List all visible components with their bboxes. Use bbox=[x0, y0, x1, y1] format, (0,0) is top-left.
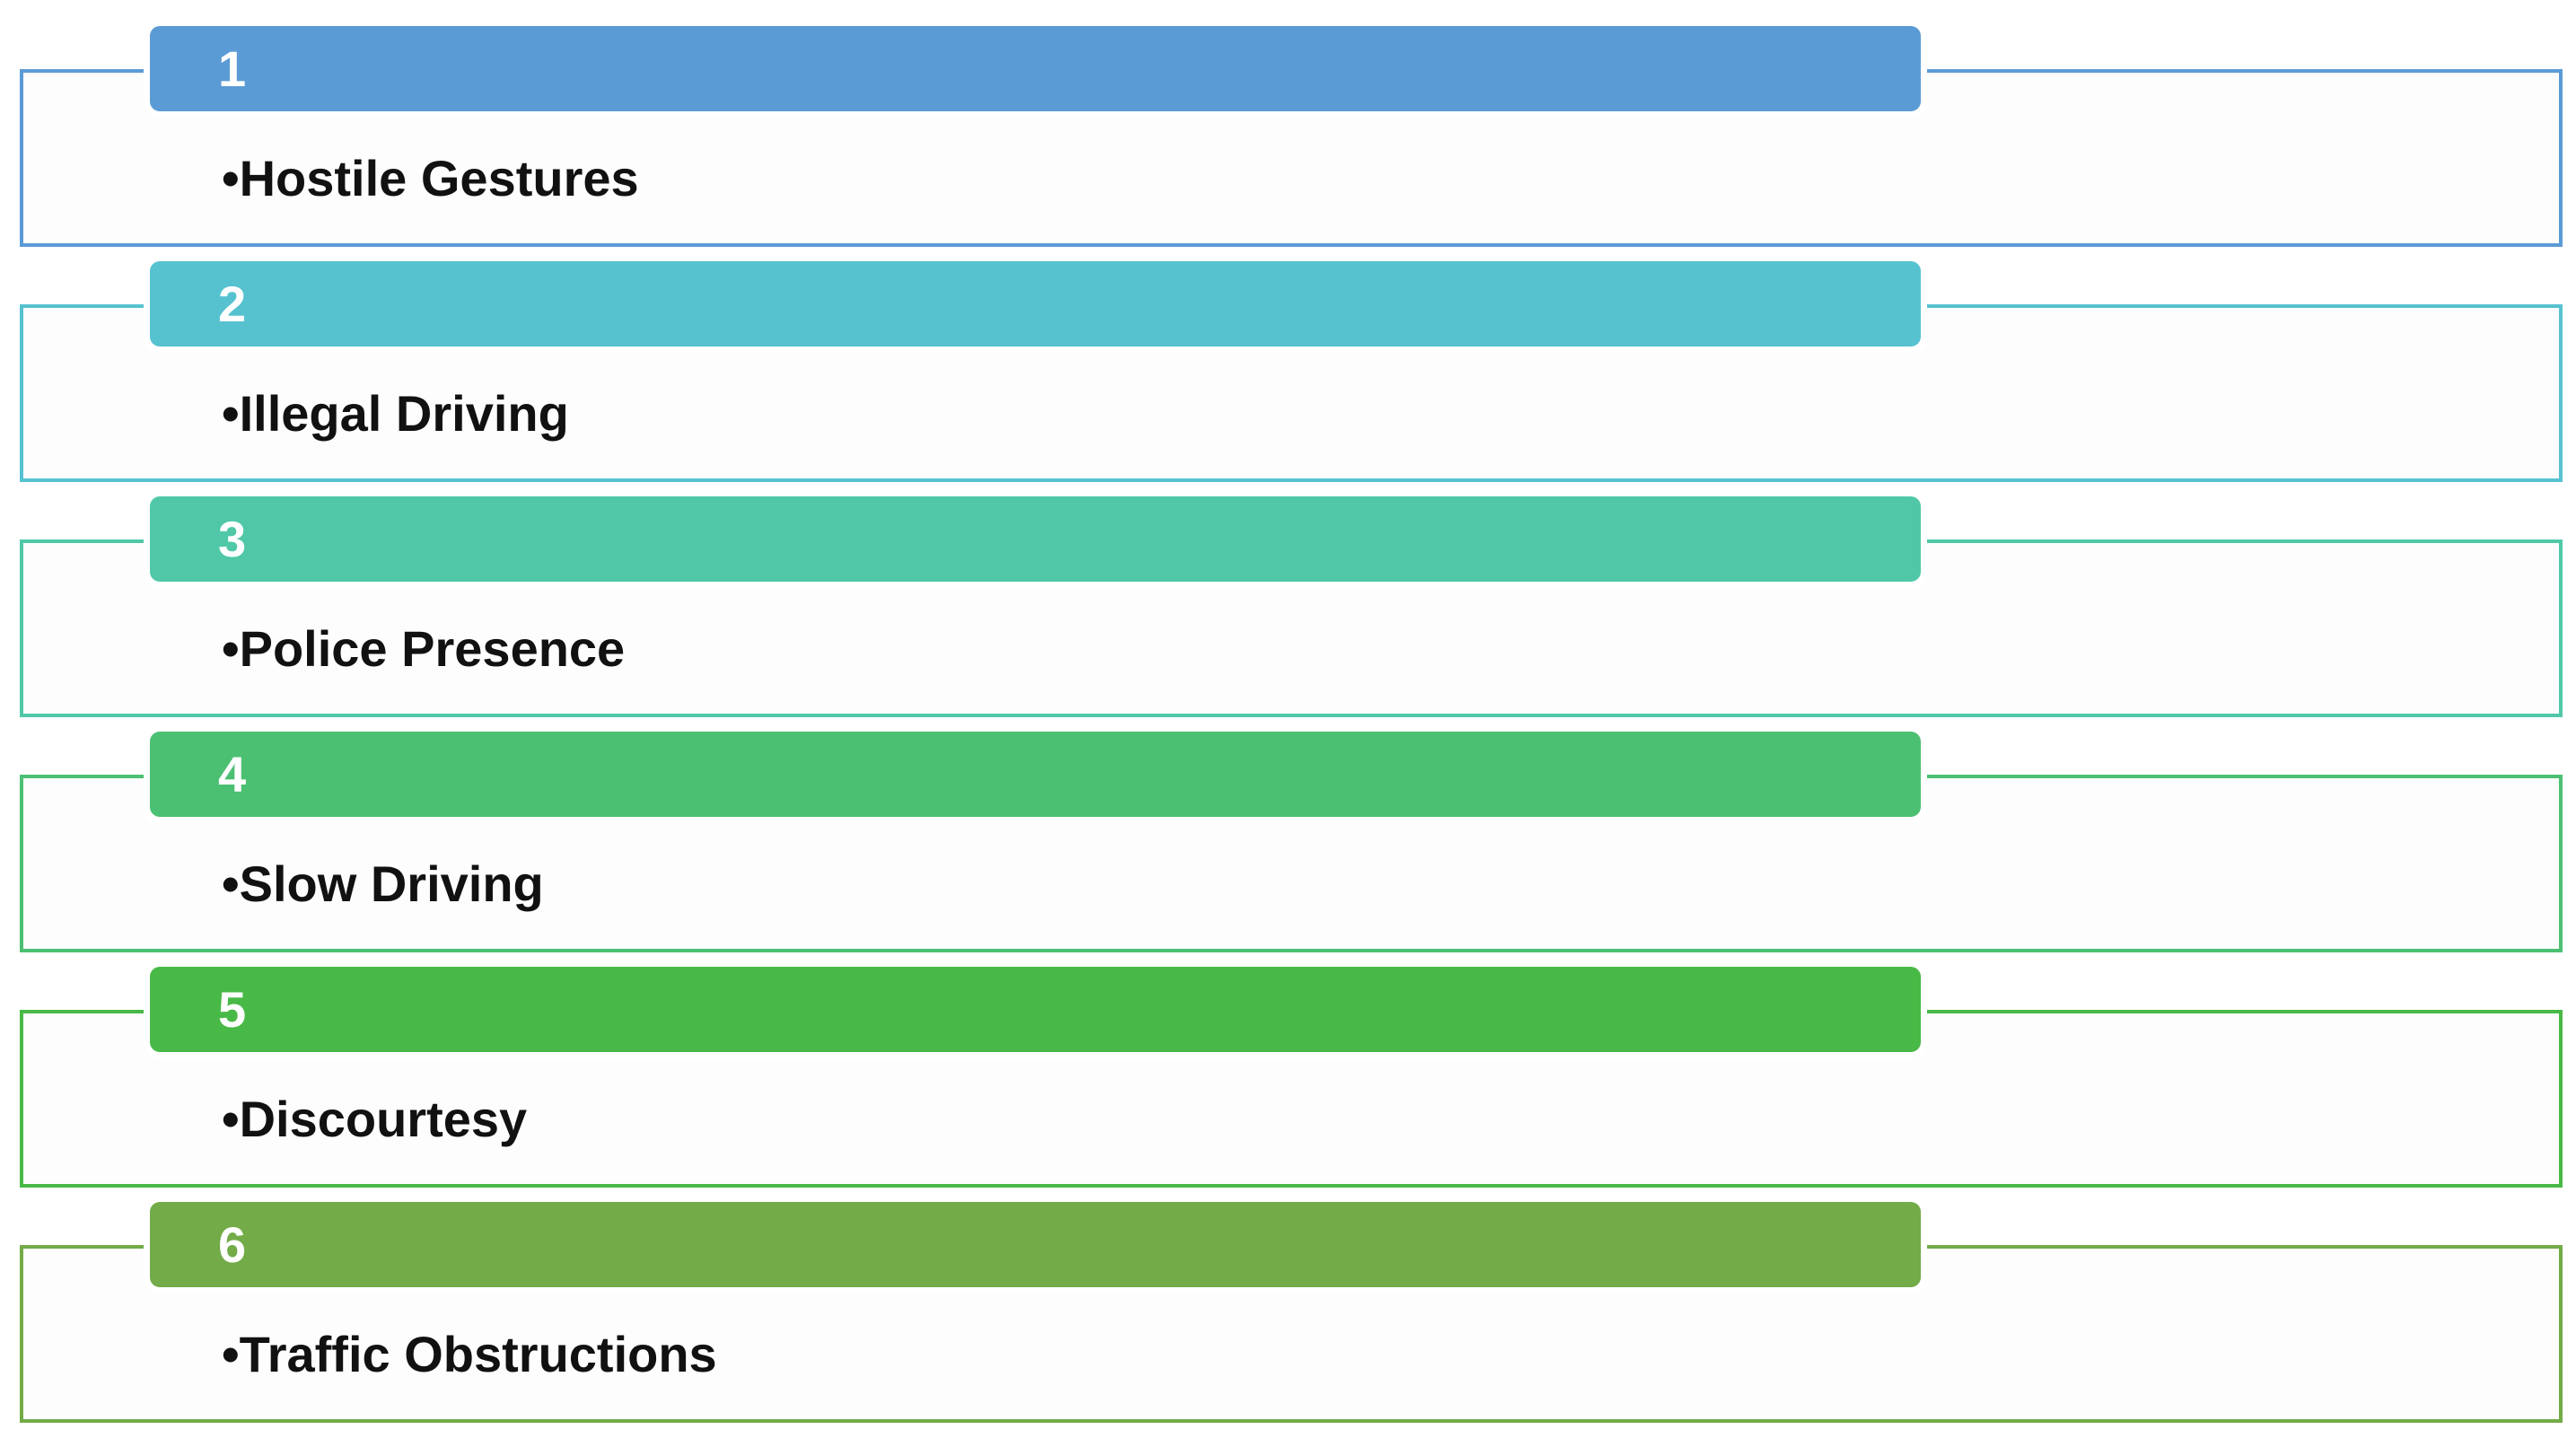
item-label: •Discourtesy bbox=[222, 1091, 528, 1147]
item-number: 6 bbox=[218, 1216, 247, 1273]
item-number: 2 bbox=[218, 276, 247, 332]
item-label: •Slow Driving bbox=[222, 855, 544, 912]
item-number: 1 bbox=[218, 40, 247, 97]
list-item: 3 •Police Presence bbox=[0, 496, 2576, 731]
item-number: 3 bbox=[218, 511, 247, 567]
item-label: •Police Presence bbox=[222, 620, 626, 677]
item-header: 6 bbox=[150, 1202, 1921, 1287]
item-header: 3 bbox=[150, 496, 1921, 582]
list-item: 4 •Slow Driving bbox=[0, 732, 2576, 966]
item-header: 5 bbox=[150, 967, 1921, 1052]
list-item: 5 •Discourtesy bbox=[0, 967, 2576, 1201]
item-header: 4 bbox=[150, 732, 1921, 817]
item-number: 5 bbox=[218, 981, 247, 1038]
item-number: 4 bbox=[218, 746, 247, 802]
item-label: •Hostile Gestures bbox=[222, 150, 639, 206]
item-header: 1 bbox=[150, 26, 1921, 111]
list-item: 2 •Illegal Driving bbox=[0, 261, 2576, 495]
list-item: 6 •Traffic Obstructions bbox=[0, 1202, 2576, 1436]
item-header: 2 bbox=[150, 261, 1921, 346]
item-label: •Traffic Obstructions bbox=[222, 1326, 717, 1382]
list-item: 1 •Hostile Gestures bbox=[0, 26, 2576, 260]
item-label: •Illegal Driving bbox=[222, 385, 569, 442]
